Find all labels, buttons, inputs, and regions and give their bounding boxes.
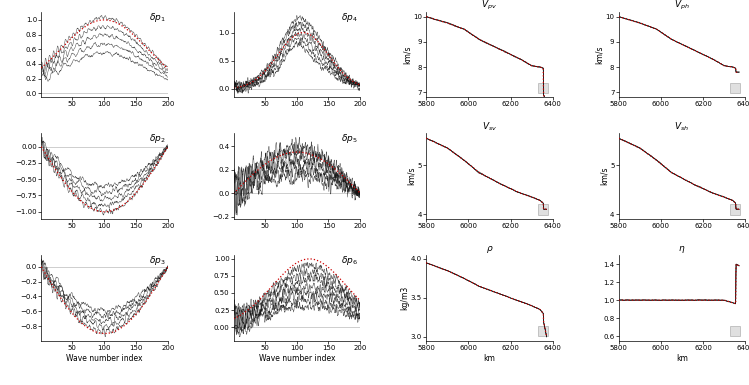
Title: $\rho$: $\rho$: [485, 244, 494, 255]
Text: 0: 0: [234, 86, 237, 91]
Bar: [538, 204, 548, 215]
Text: $\delta p_2$: $\delta p_2$: [148, 132, 166, 146]
X-axis label: Wave number index: Wave number index: [258, 354, 336, 363]
Text: 0: 0: [234, 325, 237, 330]
X-axis label: Wave number index: Wave number index: [66, 354, 143, 363]
Y-axis label: km/s: km/s: [600, 167, 609, 186]
Title: $V_{sv}$: $V_{sv}$: [482, 121, 497, 133]
Title: $V_{ph}$: $V_{ph}$: [674, 0, 690, 12]
Y-axis label: km/s: km/s: [403, 45, 412, 64]
X-axis label: km: km: [676, 354, 688, 363]
Bar: [730, 83, 740, 93]
X-axis label: km: km: [484, 354, 495, 363]
Bar: [538, 83, 548, 93]
Y-axis label: kg/m3: kg/m3: [401, 286, 410, 310]
Text: $\delta p_3$: $\delta p_3$: [148, 254, 166, 267]
Title: $\eta$: $\eta$: [679, 244, 685, 255]
Text: $\delta p_4$: $\delta p_4$: [341, 11, 358, 24]
Text: 0: 0: [234, 191, 237, 196]
Bar: [730, 204, 740, 215]
Text: $\delta p_5$: $\delta p_5$: [341, 132, 358, 146]
Y-axis label: km/s: km/s: [595, 45, 604, 64]
Text: $\delta p_1$: $\delta p_1$: [148, 11, 166, 24]
Title: $V_{sh}$: $V_{sh}$: [674, 121, 690, 133]
Text: $\delta p_6$: $\delta p_6$: [341, 254, 358, 267]
Bar: [538, 326, 548, 336]
Y-axis label: km/s: km/s: [407, 167, 416, 186]
Title: $V_{pv}$: $V_{pv}$: [482, 0, 497, 12]
Bar: [730, 326, 740, 336]
